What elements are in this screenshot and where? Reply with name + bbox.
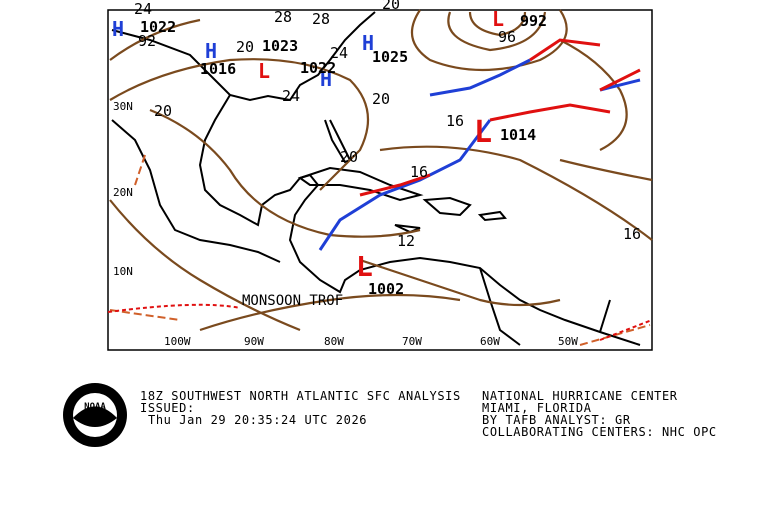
warm-front	[359, 38, 641, 197]
footer: NOAA 18Z SOUTHWEST NORTH ATLANTIC SFC AN…	[63, 383, 717, 447]
logo-bird	[73, 406, 117, 427]
isobar-label: 96	[498, 28, 516, 46]
isobar-label: 16	[410, 163, 428, 181]
center-symbol: L	[356, 250, 373, 283]
center-symbol: L	[474, 115, 492, 150]
center-pressure: 1022	[300, 59, 336, 77]
center-symbol: H	[205, 39, 217, 63]
isobar-label: 20	[372, 90, 390, 108]
center-pressure: 992	[520, 12, 547, 30]
lat-label: 20N	[113, 186, 133, 199]
lon-label: 90W	[244, 335, 264, 348]
center-symbol: L	[258, 59, 270, 83]
coastline	[111, 11, 641, 346]
feature-label: MONSOON TROF	[242, 293, 343, 309]
isobar	[109, 158, 653, 332]
map: 30N 20N 10N 100W 90W 80W 70W 60W 50W H 1…	[107, 0, 653, 351]
isobar-label: 24	[134, 0, 152, 18]
isobar-label: 20	[340, 148, 358, 166]
isobar-label: 24	[282, 87, 300, 105]
lon-label: 100W	[164, 335, 191, 348]
lon-label: 60W	[480, 335, 500, 348]
lon-label: 80W	[324, 335, 344, 348]
isobar-label: 20	[236, 38, 254, 56]
center-pressure: 1023	[262, 37, 298, 55]
center-symbol: H	[112, 17, 124, 41]
lon-label: 70W	[402, 335, 422, 348]
footer-line: NATIONAL HURRICANE CENTER	[482, 389, 678, 403]
isobar-label: 16	[623, 225, 641, 243]
center-pressure: 1025	[372, 48, 408, 66]
isobar-labels: 24 20 16 20 24 20 16 20 24 96 16 12 28 2…	[134, 0, 641, 250]
isobar-label: 20	[382, 0, 400, 13]
lat-label: 10N	[113, 265, 133, 278]
isobar	[109, 18, 421, 238]
footer-line: COLLABORATING CENTERS: NHC OPC	[482, 425, 717, 439]
isobar-label: 24	[330, 44, 348, 62]
hispaniola	[394, 196, 507, 234]
pressure-centers: H 1022 H 1016 L 1023 H 1022 H 1025 L 101…	[112, 7, 547, 298]
isobar-label: 28	[312, 10, 330, 28]
isobar-label: 12	[397, 232, 415, 250]
south-america	[479, 267, 611, 346]
center-pressure: 1014	[500, 126, 536, 144]
isobar-label: 92	[138, 32, 156, 50]
center-pressure: 1022	[140, 18, 176, 36]
isobar	[199, 39, 653, 332]
center-symbol: L	[492, 7, 504, 31]
center-symbol: H	[320, 67, 332, 91]
footer-line: MIAMI, FLORIDA	[482, 401, 592, 415]
center-pressure: 1002	[368, 280, 404, 298]
center-symbol: H	[362, 31, 374, 55]
isobar-label: 28	[274, 8, 292, 26]
logo-text: NOAA	[84, 402, 106, 412]
itcz	[107, 303, 653, 341]
isobar-label: 20	[154, 102, 172, 120]
lat-label: 30N	[113, 100, 133, 113]
isobar-label: 16	[446, 112, 464, 130]
center-pressure: 1016	[200, 60, 236, 78]
footer-line: BY TAFB ANALYST: GR	[482, 413, 631, 427]
footer-line: ISSUED:	[140, 401, 195, 415]
footer-line: Thu Jan 29 20:35:24 UTC 2026	[148, 413, 367, 427]
footer-line: 18Z SOUTHWEST NORTH ATLANTIC SFC ANALYSI…	[140, 389, 461, 403]
lon-label: 50W	[558, 335, 578, 348]
